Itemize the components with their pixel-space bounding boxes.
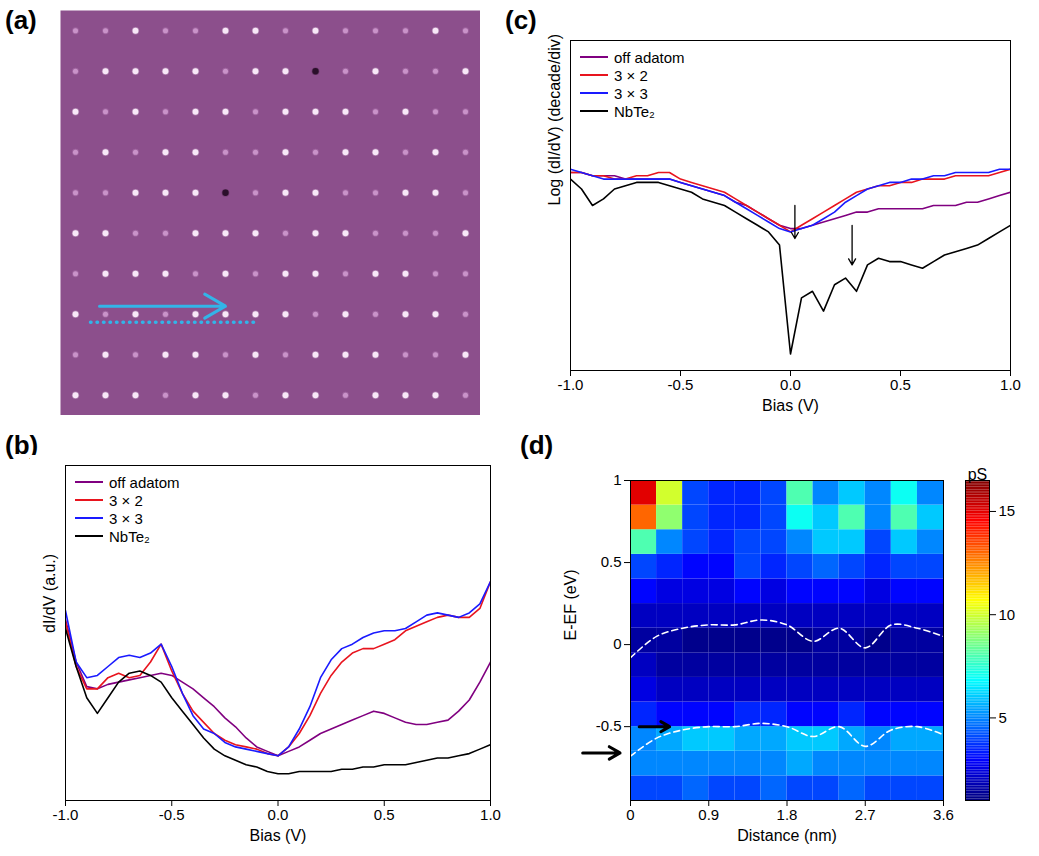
html-text:3 × 2: 3 × 2	[614, 66, 648, 84]
svg-text:Distance (nm): Distance (nm)	[737, 827, 837, 844]
svg-text:-0.5: -0.5	[159, 806, 185, 823]
html-text:NbTe₂: NbTe₂	[614, 102, 655, 120]
svg-text:3.6: 3.6	[933, 806, 954, 823]
svg-text:dI/dV (a.u.): dI/dV (a.u.)	[41, 554, 58, 633]
html-text:NbTe₂: NbTe₂	[109, 527, 150, 545]
svg-text:0.9: 0.9	[698, 806, 719, 823]
svg-text:E-EF (eV): E-EF (eV)	[562, 569, 579, 640]
html-text:off adatom: off adatom	[109, 473, 180, 491]
html-text:3 × 3: 3 × 3	[109, 509, 143, 527]
svg-text:1.0: 1.0	[1000, 376, 1021, 393]
svg-text:1: 1	[613, 471, 621, 488]
svg-text:0.5: 0.5	[890, 376, 911, 393]
svg-text:0.0: 0.0	[268, 806, 289, 823]
svg-text:1.8: 1.8	[777, 806, 798, 823]
svg-text:Log (dI/dV) (decade/div): Log (dI/dV) (decade/div)	[546, 34, 563, 206]
svg-text:0.5: 0.5	[374, 806, 395, 823]
svg-text:0: 0	[626, 806, 634, 823]
svg-text:pS: pS	[968, 466, 988, 483]
svg-text:0: 0	[613, 635, 621, 652]
svg-text:Bias (V): Bias (V)	[762, 397, 819, 414]
html-text:(c): (c)	[505, 5, 537, 35]
svg-text:2.7: 2.7	[855, 806, 876, 823]
svg-text:-0.5: -0.5	[596, 717, 622, 734]
svg-text:0.0: 0.0	[780, 376, 801, 393]
html-text:3 × 3: 3 × 3	[614, 84, 648, 102]
svg-text:Bias (V): Bias (V)	[250, 827, 307, 844]
svg-text:1.0: 1.0	[480, 806, 501, 823]
svg-text:-1.0: -1.0	[53, 806, 79, 823]
html-text:(a): (a)	[5, 5, 37, 35]
html-text:(d): (d)	[520, 430, 554, 460]
svg-text:10: 10	[999, 605, 1016, 622]
svg-text:0.5: 0.5	[601, 553, 622, 570]
html-text:(b): (b)	[5, 430, 39, 460]
svg-text:-0.5: -0.5	[668, 376, 694, 393]
svg-text:5: 5	[999, 709, 1007, 726]
html-text:off adatom: off adatom	[614, 48, 685, 66]
svg-text:-1.0: -1.0	[558, 376, 584, 393]
svg-text:15: 15	[999, 502, 1016, 519]
html-text:3 × 2: 3 × 2	[109, 491, 143, 509]
